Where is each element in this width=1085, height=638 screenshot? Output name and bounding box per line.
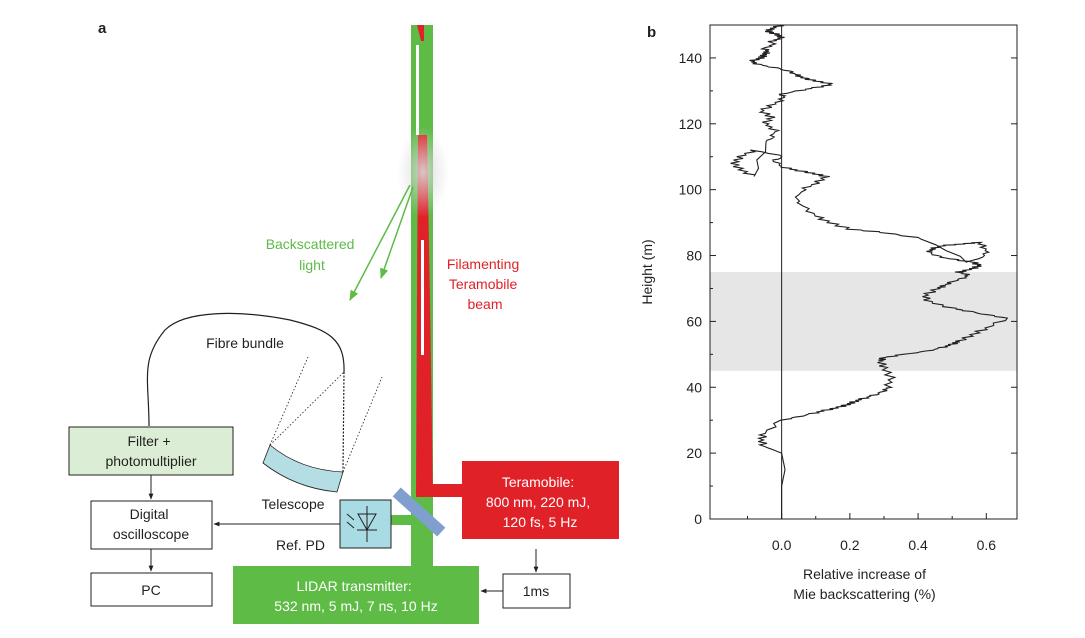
beam-gap-2 xyxy=(421,240,424,355)
panel-b-label: b xyxy=(647,24,656,41)
y-tick-label: 120 xyxy=(679,116,703,132)
y-tick-label: 60 xyxy=(686,313,702,329)
y-tick-label: 100 xyxy=(679,182,703,198)
telescope-cone-right xyxy=(342,371,345,473)
pc-box xyxy=(90,572,213,607)
backscatter-arrow-1 xyxy=(349,184,411,301)
y-axis-label: Height (m) xyxy=(639,239,655,304)
panel-a-label: a xyxy=(98,20,107,37)
ref-pd-label: Ref. PD xyxy=(276,537,325,553)
photodiode-icon xyxy=(346,506,377,542)
telescope-fov-right xyxy=(342,376,383,473)
lidar-beam-to-pd xyxy=(372,515,433,525)
lidar-transmitter-label: LIDAR transmitter: 532 nm, 5 mJ, 7 ns, 1… xyxy=(274,578,437,614)
y-tick-label: 140 xyxy=(679,50,703,66)
beam-splitter-mirror xyxy=(392,487,446,537)
shaded-band xyxy=(710,272,1017,371)
ref-pd-box xyxy=(339,499,392,549)
y-tick-label: 0 xyxy=(694,511,702,527)
teramobile-box xyxy=(462,461,619,539)
plot-frame xyxy=(709,24,1018,520)
oscilloscope-box xyxy=(90,500,213,550)
fibre-bundle xyxy=(146,312,345,427)
teramobile-label: Teramobile: 800 nm, 220 mJ, 120 fs, 5 Hz xyxy=(486,474,594,530)
pc-label: PC xyxy=(141,582,160,598)
filamenting-beam xyxy=(416,135,433,497)
chart: 0 20 40 60 80 100 120 140 0.0 0.2 0.4 0.6 Height (m)… xyxy=(639,24,1018,602)
backscattered-label: Backscattered light xyxy=(266,236,359,273)
telescope-cone-left xyxy=(269,371,345,446)
filament-top xyxy=(417,25,424,41)
oscilloscope-label: Digital oscilloscope xyxy=(113,506,189,542)
filter-label: Filter + photomultiplier xyxy=(105,433,196,469)
x-tick-label: 0.6 xyxy=(977,537,997,553)
backscatter-arrow-2 xyxy=(380,186,414,279)
telescope-label: Telescope xyxy=(261,496,324,512)
y-tick-label: 40 xyxy=(686,379,702,395)
y-tick-label: 80 xyxy=(686,248,702,264)
beam-gap-1 xyxy=(416,45,419,135)
telescope-fov-left xyxy=(269,356,309,446)
lidar-transmitter-box xyxy=(233,566,479,624)
telescope-mirror xyxy=(262,444,344,493)
teramobile-beam-horizontal xyxy=(418,484,463,497)
series-line xyxy=(730,24,1009,519)
x-axis-label-line: Relative increase of xyxy=(803,566,926,582)
delay-box xyxy=(502,573,571,609)
y-tick-label: 20 xyxy=(686,445,702,461)
delay-label: 1ms xyxy=(523,583,549,599)
x-tick-label: 0.0 xyxy=(772,537,792,553)
filament-glow xyxy=(397,126,449,218)
x-axis-label-line: Mie backscattering (%) xyxy=(793,586,935,602)
fibre-bundle-label: Fibre bundle xyxy=(206,335,284,351)
panel-b: b 0 20 40 60 80 100 120 140 0.0 0.2 0.4 0.6 Height (… xyxy=(639,24,1018,602)
filter-box xyxy=(68,426,234,476)
x-tick-label: 0.2 xyxy=(840,537,860,553)
x-tick-label: 0.4 xyxy=(908,537,928,553)
panel-a: a Backscattered light Filamenting Teramo… xyxy=(68,20,619,624)
filamenting-label: Filamenting Teramobile beam xyxy=(447,256,523,312)
